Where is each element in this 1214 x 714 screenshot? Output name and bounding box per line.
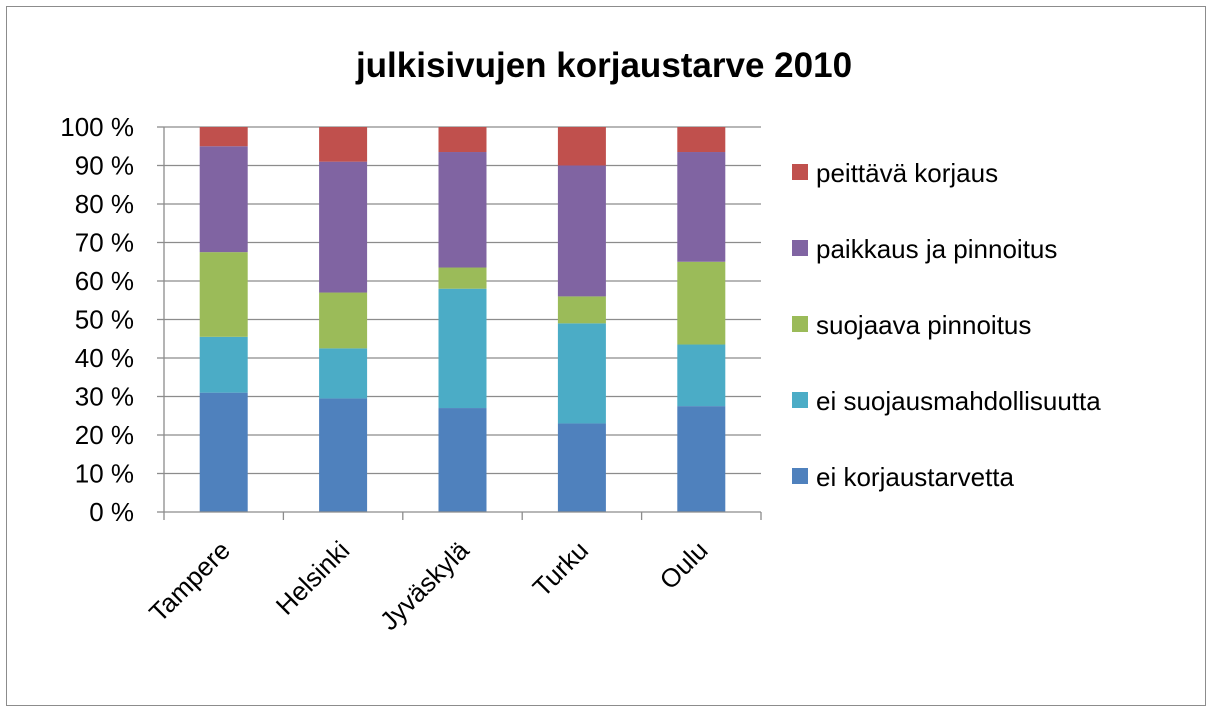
bar-segment: [199, 127, 248, 147]
chart-frame: julkisivujen korjaustarve 2010 0 % 10 % 20…: [6, 6, 1206, 706]
y-tick-label: 90 %: [75, 151, 134, 181]
legend-swatch: [792, 316, 808, 332]
chart-title: julkisivujen korjaustarve 2010: [355, 46, 852, 85]
legend-swatch: [792, 392, 808, 408]
legend: peittävä korjaus paikkaus ja pinnoitus suo…: [792, 158, 1101, 492]
bar-segment: [199, 392, 248, 512]
bar-segment: [438, 288, 487, 409]
y-tick-label: 0 %: [89, 497, 134, 527]
y-tick-label: 100 %: [60, 112, 134, 142]
bar-segment: [199, 146, 248, 253]
bar-segment: [677, 344, 726, 407]
bar-segment: [438, 152, 487, 268]
legend-swatch: [792, 240, 808, 256]
y-tick-labels: 0 % 10 % 20 % 30 % 40 % 50 % 60 % 70 % 80 % 90 % 1…: [60, 112, 134, 527]
y-tick-label: 40 %: [75, 343, 134, 373]
bar-segment: [677, 261, 726, 345]
bar-segment: [319, 348, 368, 399]
bar-segment: [438, 408, 487, 512]
bar-segment: [199, 252, 248, 337]
bar-segment: [199, 336, 248, 393]
bar-segment: [557, 127, 606, 166]
bar-segment: [557, 165, 606, 297]
bar-segment: [319, 292, 368, 349]
y-tick-label: 60 %: [75, 266, 134, 296]
bar-segment: [557, 323, 606, 424]
bar-segment: [319, 398, 368, 512]
legend-label: paikkaus ja pinnoitus: [816, 234, 1057, 264]
legend-label: suojaava pinnoitus: [816, 310, 1031, 340]
y-tick-label: 50 %: [75, 305, 134, 335]
bar-segment: [677, 127, 726, 153]
bar-segment: [438, 267, 487, 289]
bar-segment: [438, 127, 487, 153]
bar-segment: [319, 127, 368, 162]
y-tick-label: 20 %: [75, 420, 134, 450]
x-tick-label: Jyväskylä: [374, 535, 475, 636]
x-tick-labels: Tampere Helsinki Jyväskylä Turku Oulu: [143, 535, 713, 636]
legend-swatch: [792, 468, 808, 484]
y-tick-label: 70 %: [75, 228, 134, 258]
legend-label: ei suojausmahdollisuutta: [816, 386, 1101, 416]
legend-swatch: [792, 164, 808, 180]
axes: [157, 126, 762, 520]
bar-segment: [319, 161, 368, 293]
stacked-bar-chart: julkisivujen korjaustarve 2010 0 % 10 % 20…: [60, 46, 1101, 636]
x-tick-label: Oulu: [653, 535, 713, 595]
y-tick-label: 80 %: [75, 189, 134, 219]
bar-segment: [557, 423, 606, 512]
legend-label: peittävä korjaus: [816, 158, 998, 188]
x-tick-label: Turku: [527, 535, 595, 603]
x-tick-label: Helsinki: [270, 535, 356, 621]
bars: [199, 127, 726, 512]
legend-label: ei korjaustarvetta: [816, 462, 1015, 492]
y-tick-label: 10 %: [75, 459, 134, 489]
bar-segment: [557, 296, 606, 324]
bar-segment: [677, 152, 726, 262]
x-tick-label: Tampere: [143, 535, 236, 628]
bar-segment: [677, 406, 726, 512]
y-tick-label: 30 %: [75, 382, 134, 412]
